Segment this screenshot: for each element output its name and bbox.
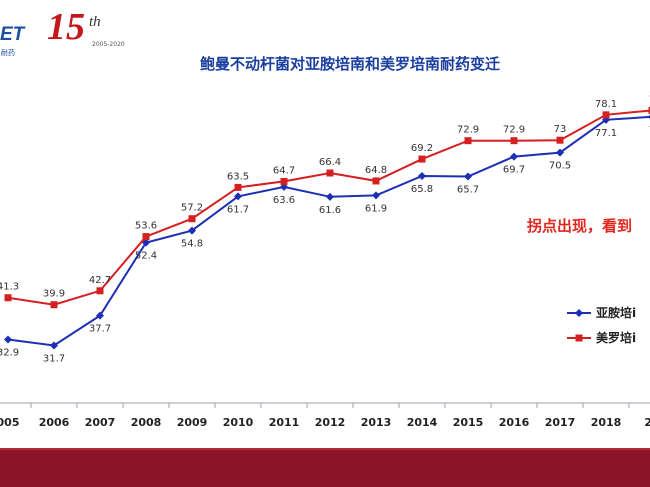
data-point-imipenem [372,191,380,200]
data-point-imipenem [96,311,104,320]
data-label-meropenem: 39.9 [43,289,65,300]
data-label-imipenem: 7 [649,125,650,136]
data-label-meropenem: 42.7 [89,275,111,286]
anniversary-years: 2005-2020 [92,41,125,48]
data-point-imipenem [50,341,58,350]
data-label-imipenem: 70.5 [549,161,571,172]
data-point-meropenem [142,233,150,241]
data-label-imipenem: 61.7 [227,204,249,215]
data-label-meropenem: 66.4 [319,157,341,168]
data-point-meropenem [50,301,58,309]
x-tick-label: 2008 [131,416,162,429]
legend-marker [575,334,583,342]
data-point-meropenem [510,137,518,145]
data-point-meropenem [464,137,472,145]
x-tick-label: 2011 [269,416,300,429]
data-label-meropenem: 7 [649,94,650,105]
data-point-imipenem [418,171,426,180]
x-tick-label: 2009 [177,416,208,429]
logo-subtext: 耐药 [1,49,15,57]
data-label-imipenem: 65.8 [411,184,433,195]
data-point-meropenem [96,287,104,295]
data-label-imipenem: 31.7 [43,353,65,364]
x-tick-label: 2016 [499,416,530,429]
data-point-meropenem [188,215,196,223]
data-label-meropenem: 78.1 [595,99,617,110]
data-point-meropenem [602,111,610,119]
data-label-meropenem: 63.5 [227,171,249,182]
chart-title: 鲍曼不动杆菌对亚胺培南和美罗培南耐药变迁 [199,55,500,73]
legend-label-meropenem: 美罗培i [596,330,636,345]
data-point-meropenem [418,155,426,163]
data-point-imipenem [326,192,334,201]
data-point-imipenem [556,148,564,157]
x-tick-label: 2010 [223,416,254,429]
x-tick-label: 2007 [85,416,116,429]
anniversary-suffix: th [89,14,101,30]
footer-band [0,448,650,487]
data-label-meropenem: 57.2 [181,203,203,214]
legend-marker [575,309,583,317]
x-tick-label: 2014 [407,416,438,429]
data-label-meropenem: 72.9 [503,125,525,136]
anniversary-number: 15 [47,6,85,48]
data-label-imipenem: 52.4 [135,251,157,262]
x-tick-label: 20 [644,416,650,429]
data-point-meropenem [372,177,380,185]
logo-text: ET [0,24,25,45]
data-label-meropenem: 72.9 [457,125,479,136]
data-label-meropenem: 64.8 [365,165,387,176]
x-tick-label: 2012 [315,416,346,429]
data-label-meropenem: 53.6 [135,221,157,232]
data-label-imipenem: 61.6 [319,205,341,216]
x-tick-label: 2006 [39,416,70,429]
data-label-imipenem: 63.6 [273,195,295,206]
data-label-imipenem: 77.1 [595,128,617,139]
x-tick-label: 005 [0,416,19,429]
data-label-meropenem: 41.3 [0,282,19,293]
data-point-meropenem [326,169,334,177]
data-point-imipenem [4,335,12,344]
data-point-imipenem [510,152,518,161]
data-point-meropenem [234,183,242,191]
data-point-meropenem [648,106,650,114]
data-label-imipenem: 69.7 [503,165,525,176]
annotation-text: 拐点出现，看到 [527,217,632,235]
x-tick-label: 2013 [361,416,392,429]
anniversary-logo: 15 th 2005-2020 [47,8,137,52]
data-label-imipenem: 65.7 [457,184,479,195]
data-point-imipenem [234,192,242,201]
data-label-meropenem: 73 [554,124,567,135]
data-label-imipenem: 37.7 [89,324,111,335]
data-point-meropenem [280,177,288,185]
data-point-imipenem [464,172,472,181]
x-tick-label: 2015 [453,416,484,429]
data-label-imipenem: 61.9 [365,203,387,214]
data-point-imipenem [142,238,150,247]
data-point-imipenem [188,226,196,235]
data-point-meropenem [4,294,12,302]
data-label-meropenem: 64.7 [273,165,295,176]
x-tick-label: 2018 [591,416,622,429]
legend-label-imipenem: 亚胺培i [596,305,636,320]
data-label-meropenem: 69.2 [411,143,433,154]
carss-logo: ET 耐药 [0,14,40,57]
x-tick-label: 2017 [545,416,576,429]
data-point-meropenem [556,136,564,144]
data-label-imipenem: 32.9 [0,347,19,358]
data-label-imipenem: 54.8 [181,239,203,250]
